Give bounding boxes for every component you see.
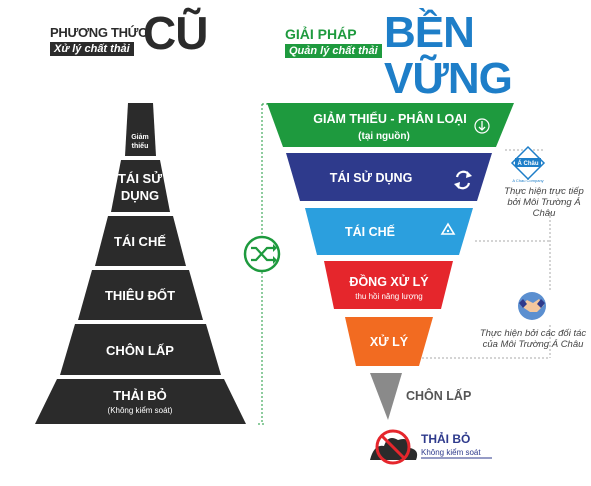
new-level-3 [305, 208, 473, 255]
old-level-2 [111, 160, 170, 212]
old-level-2-line2: DỤNG [121, 188, 159, 203]
old-level-4 [78, 270, 203, 320]
new-level-1-line2: (tại nguồn) [358, 130, 410, 142]
new-level-5-label: XỬ LÝ [370, 334, 409, 349]
old-header-line2: Xử lý chất thải [50, 42, 134, 56]
new-level-1-line1: GIẢM THIỂU - PHÂN LOẠI [313, 111, 466, 126]
new-header-line1: GIẢI PHÁP [285, 26, 357, 42]
new-level-5 [345, 317, 433, 366]
old-header-big: CŨ [143, 7, 208, 59]
old-level-1-line2: thiểu [132, 142, 149, 150]
arrow-down-circle-icon [474, 118, 490, 134]
new-level-3-label: TÁI CHẾ [345, 224, 395, 239]
old-level-4-label: THIÊU ĐỐT [105, 288, 175, 303]
old-level-1-line1: Giảm [131, 134, 149, 141]
comparison-connector [243, 103, 281, 425]
new-level-2 [286, 153, 492, 201]
new-header-line2: Quản lý chất thải [285, 44, 382, 58]
new-level-6 [370, 373, 402, 420]
reuse-cycle-icon [454, 170, 472, 190]
no-dumping-icon [370, 429, 418, 465]
new-pyramid: GIẢM THIỂU - PHÂN LOẠI (tại nguồn) TÁI S… [267, 103, 514, 420]
recycle-icon [440, 222, 456, 235]
old-level-6-line1: THẢI BỎ [113, 388, 166, 403]
new-level-4-line1: ĐỒNG XỬ LÝ [349, 274, 429, 289]
a-chau-logo: Á Châu A Chau Company [510, 145, 546, 183]
note-partners: Thực hiện bởi các đối tác của Môi Trường… [479, 328, 587, 350]
old-header-line1: PHƯƠNG THỨC [50, 25, 148, 40]
old-pyramid: Giảm thiểu TÁI SỬ DỤNG TÁI CHẾ THIÊU ĐỐT… [35, 103, 246, 424]
old-level-5-label: CHÔN LẤP [106, 343, 174, 358]
new-level-4 [324, 261, 453, 309]
old-level-1 [125, 103, 156, 156]
shuffle-icon [243, 235, 281, 273]
new-level-4-line2: thu hồi năng lượng [355, 292, 423, 301]
note-direct: Thực hiện trực tiếp bởi Môi Trường Á Châ… [504, 186, 584, 219]
new-header-big: BỀN VỮNG [384, 8, 513, 103]
logo-name: Á Châu [518, 160, 539, 167]
new-level-6-label: CHÔN LẤP [406, 388, 471, 403]
new-level-2-label: TÁI SỬ DỤNG [330, 170, 413, 185]
old-level-6-line2: (Không kiểm soát) [108, 406, 173, 415]
old-level-6 [35, 379, 246, 424]
disposal-line2: Không kiểm soát [421, 448, 481, 457]
old-level-5 [60, 324, 221, 375]
old-level-3-label: TÁI CHẾ [114, 234, 166, 249]
old-level-3 [95, 216, 186, 266]
logo-sub: A Chau Company [512, 178, 543, 183]
right-connectors [422, 149, 551, 359]
handshake-icon [518, 292, 546, 320]
new-level-1 [267, 103, 514, 147]
disposal-line1: THẢI BỎ [421, 431, 470, 446]
old-level-2-line1: TÁI SỬ [118, 171, 162, 186]
